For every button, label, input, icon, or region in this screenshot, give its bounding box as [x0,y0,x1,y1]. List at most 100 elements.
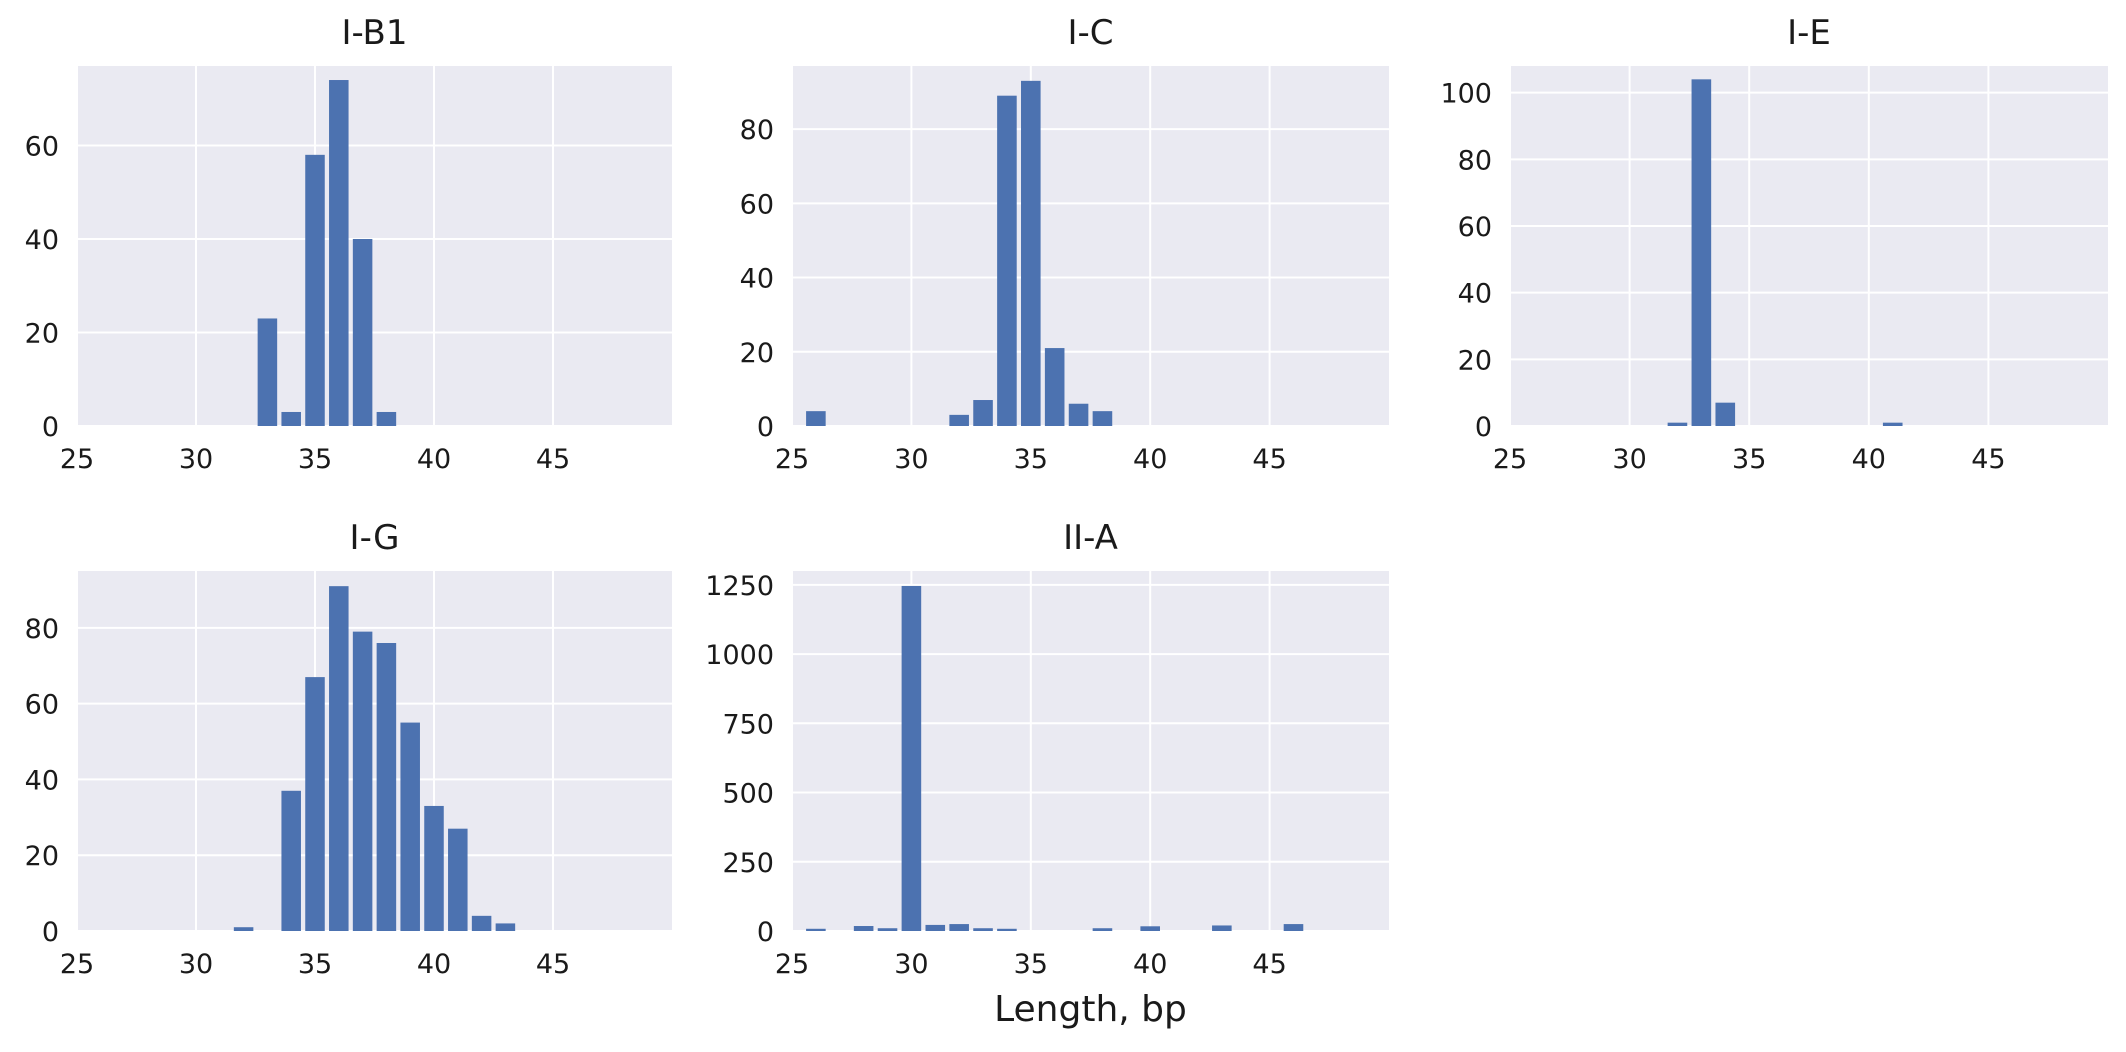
y-tick-label: 500 [722,779,774,810]
x-tick-label: 30 [179,444,213,475]
y-tick-label: 750 [722,709,774,740]
y-tick-label: 0 [757,412,774,443]
plot-area [792,571,1389,931]
plot-area [77,66,672,426]
x-tick-label: 30 [1612,444,1646,475]
bar [281,411,301,426]
bar [925,924,946,931]
y-tick-label: 40 [25,765,59,796]
y-tick-label: 20 [25,318,59,349]
bar [1092,411,1113,426]
y-tick-label: 80 [25,614,59,645]
y-tick-label: 80 [740,115,774,146]
bar [973,928,993,931]
bar [352,631,373,931]
plot-area [1510,66,2108,426]
bar [1667,422,1688,426]
bar [949,414,969,426]
bar [376,643,397,931]
y-tick-label: 0 [757,917,774,948]
x-tick-label: 45 [536,444,570,475]
x-tick-label: 25 [1493,444,1527,475]
bar [233,927,254,931]
x-tick-label: 40 [1133,444,1167,475]
plot-area [77,571,672,931]
x-tick-label: 40 [417,949,451,980]
chart-title: I-G [350,518,400,558]
y-tick-label: 60 [25,131,59,162]
y-tick-label: 100 [1440,79,1492,110]
bar [877,928,898,931]
x-tick-label: 25 [60,949,94,980]
bar [329,586,349,931]
bar [1092,928,1113,931]
bar [281,790,301,931]
chart-title: I-C [1067,13,1113,53]
chart-panel-2: 25 30 35 40 45 0 20 40 60 80 I-C [740,13,1389,475]
y-tick-label: 80 [1458,145,1492,176]
bar [1068,403,1089,426]
chart-panel-3: 25 30 35 40 45 0 20 40 60 80 100 I-E [1440,13,2108,475]
x-tick-label: 30 [894,444,928,475]
bar [305,154,325,426]
bar [1691,79,1712,426]
bar [973,400,993,426]
bar [424,805,444,931]
y-tick-label: 20 [25,841,59,872]
y-tick-label: 20 [740,338,774,369]
y-tick-label: 20 [1458,345,1492,376]
x-tick-label: 45 [1971,444,2005,475]
y-tick-label: 60 [1458,212,1492,243]
x-tick-label: 25 [775,444,809,475]
bar [1212,925,1232,931]
x-tick-label: 25 [60,444,94,475]
bar [1044,348,1065,426]
bar [1283,924,1304,931]
x-tick-label: 35 [1732,444,1766,475]
y-tick-label: 0 [42,917,59,948]
y-tick-label: 40 [25,225,59,256]
y-tick-label: 0 [42,412,59,443]
chart-panel-1: 25 30 35 40 45 0 20 40 60 I-B1 [25,13,672,475]
x-tick-label: 35 [298,949,332,980]
bar [997,928,1017,931]
bar [257,318,278,426]
bar [997,95,1017,426]
x-tick-label: 45 [1252,444,1286,475]
x-tick-label: 40 [1133,949,1167,980]
chart-title: I-E [1787,13,1831,53]
x-tick-label: 40 [417,444,451,475]
chart-panel-4: 25 30 35 40 45 0 20 40 60 80 I-G [25,518,672,980]
x-axis-label: Length, bp [994,989,1187,1030]
bar [806,411,826,426]
y-tick-label: 40 [740,264,774,295]
x-tick-label: 25 [775,949,809,980]
bar [376,411,397,426]
bar [352,238,373,426]
x-tick-label: 35 [1014,949,1048,980]
y-tick-label: 60 [740,189,774,220]
x-tick-label: 30 [894,949,928,980]
y-tick-label: 1000 [705,640,774,671]
x-tick-label: 40 [1852,444,1886,475]
y-tick-label: 60 [25,690,59,721]
bar [329,80,349,426]
bar [901,585,922,931]
y-tick-label: 40 [1458,279,1492,310]
bar [1021,80,1041,426]
bar [949,924,969,931]
bar [471,915,492,931]
y-tick-label: 250 [722,848,774,879]
bar [1140,926,1160,931]
bar [400,722,420,931]
x-tick-label: 45 [1252,949,1286,980]
bar [495,923,516,931]
bar [806,928,826,931]
chart-title: I-B1 [341,13,407,53]
bar [1715,402,1736,426]
chart-panel-5: 25 30 35 40 45 0 250 500 750 1000 1250 II-A Length, … [705,518,1389,1030]
y-tick-label: 1250 [705,571,774,602]
x-tick-label: 30 [179,949,213,980]
y-tick-label: 0 [1475,412,1492,443]
